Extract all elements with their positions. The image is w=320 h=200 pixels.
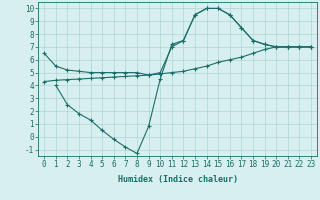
X-axis label: Humidex (Indice chaleur): Humidex (Indice chaleur) (118, 175, 238, 184)
